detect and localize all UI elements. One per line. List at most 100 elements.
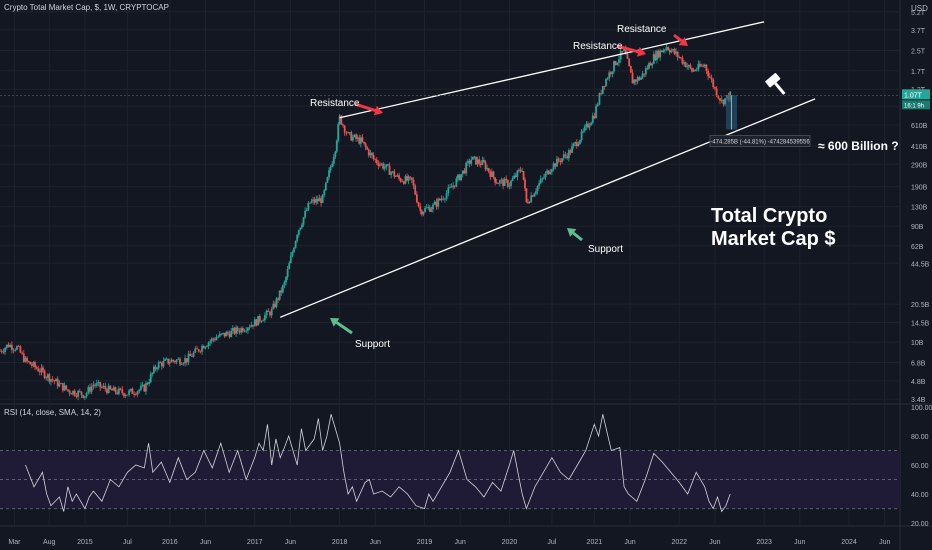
- candle-body: [121, 389, 124, 394]
- y-tick-label: 6.8B: [911, 361, 926, 368]
- candle-body: [457, 174, 459, 179]
- candle-body: [312, 199, 314, 202]
- candle-body: [387, 164, 389, 166]
- resistance-label-3: Resistance: [617, 24, 667, 35]
- candle-body: [258, 316, 261, 322]
- candle-body: [218, 333, 221, 337]
- candle-body: [160, 362, 163, 367]
- candle-body: [619, 51, 622, 60]
- candle-body: [42, 367, 44, 371]
- candle-body: [4, 347, 6, 352]
- x-tick-label: Jun: [879, 539, 890, 546]
- candle-body: [527, 201, 529, 204]
- price-tag-time-bg: [902, 100, 930, 110]
- candle-body: [591, 115, 594, 123]
- candle-body: [614, 61, 617, 65]
- candle-body: [252, 324, 254, 327]
- candle-body: [624, 47, 627, 55]
- candle-body: [112, 387, 115, 391]
- candle-body: [536, 186, 539, 192]
- candle-body: [68, 390, 71, 394]
- candle-body: [648, 63, 650, 69]
- candle-body: [561, 158, 563, 163]
- candle-body: [643, 73, 646, 75]
- candle-body: [428, 207, 431, 212]
- symbol-header[interactable]: Crypto Total Market Cap, $, 1W, CRYPTOCA…: [4, 3, 169, 12]
- candle-body: [53, 380, 56, 382]
- candle-body: [667, 47, 670, 51]
- candle-body: [189, 353, 192, 356]
- candle-body: [652, 54, 655, 64]
- candle-body: [475, 156, 477, 165]
- candle-body: [133, 393, 136, 395]
- candle-body: [522, 171, 525, 180]
- candle-body: [10, 344, 13, 350]
- candle-body: [478, 159, 481, 164]
- candle-body: [461, 170, 464, 175]
- candle-body: [313, 199, 316, 203]
- candle-body: [206, 346, 208, 347]
- chart-title-line-2: Market Cap $: [711, 228, 836, 250]
- candle-body: [450, 186, 453, 188]
- candle-body: [686, 66, 689, 68]
- candle-body: [432, 204, 434, 210]
- candle-body: [420, 210, 423, 215]
- candle-body: [483, 160, 485, 163]
- candle-body: [172, 359, 175, 361]
- candle-body: [240, 328, 243, 333]
- candle-body: [291, 251, 294, 256]
- candle-body: [613, 61, 615, 72]
- x-tick-label: 2024: [841, 539, 857, 546]
- candle-body: [598, 93, 601, 105]
- candle-body: [600, 93, 603, 94]
- candle-body: [700, 65, 703, 67]
- candle-body: [641, 73, 644, 78]
- candle-body: [245, 330, 248, 332]
- x-tick-label: 2015: [77, 539, 93, 546]
- candle-body: [119, 388, 122, 390]
- y-tick-label: 10B: [911, 340, 924, 347]
- candle-body: [567, 150, 570, 159]
- rsi-header[interactable]: RSI (14, close, SMA, 14, 2): [4, 408, 101, 417]
- candle-body: [253, 319, 256, 327]
- candle-body: [46, 374, 49, 378]
- candle-body: [506, 180, 509, 187]
- candle-body: [554, 163, 557, 167]
- candle-body: [498, 180, 501, 184]
- candle-body: [502, 179, 504, 186]
- candle-body: [579, 140, 581, 144]
- candle-body: [593, 115, 596, 119]
- candle-body: [452, 185, 455, 188]
- candle-body: [43, 370, 46, 378]
- candle-body: [104, 385, 107, 390]
- candle-body: [492, 171, 495, 178]
- x-tick-label: 2023: [756, 539, 772, 546]
- candle-body: [194, 348, 197, 353]
- candle-body: [367, 149, 370, 156]
- candle-body: [401, 181, 404, 183]
- candle-body: [145, 383, 147, 392]
- candle-body: [230, 330, 233, 338]
- x-tick-label: 2021: [587, 539, 603, 546]
- x-tick-label: 2019: [417, 539, 433, 546]
- candle-body: [32, 362, 35, 366]
- candle-body: [710, 77, 713, 80]
- candle-body: [528, 202, 531, 204]
- price-tag-label: 1.07T: [904, 92, 923, 99]
- candle-body: [691, 67, 693, 72]
- candle-body: [215, 337, 218, 341]
- resistance-arrow-3: [673, 33, 688, 46]
- candle-body: [17, 346, 20, 348]
- candle-body: [100, 386, 103, 388]
- candle-body: [273, 303, 276, 308]
- chart-axes[interactable]: Mar Aug 2015 Jul 2016 Jun 2017 Jun 2018 Jun 2019 Ju…: [8, 10, 932, 546]
- support-arrow-1: [330, 318, 353, 335]
- candle-body: [50, 379, 52, 382]
- candle-body: [544, 173, 547, 178]
- candle-body: [128, 390, 130, 395]
- candle-body: [222, 332, 224, 334]
- price-tag-time: 16:1 9h: [904, 103, 924, 109]
- candle-body: [503, 178, 506, 186]
- support-arrow-2-head: [567, 228, 577, 237]
